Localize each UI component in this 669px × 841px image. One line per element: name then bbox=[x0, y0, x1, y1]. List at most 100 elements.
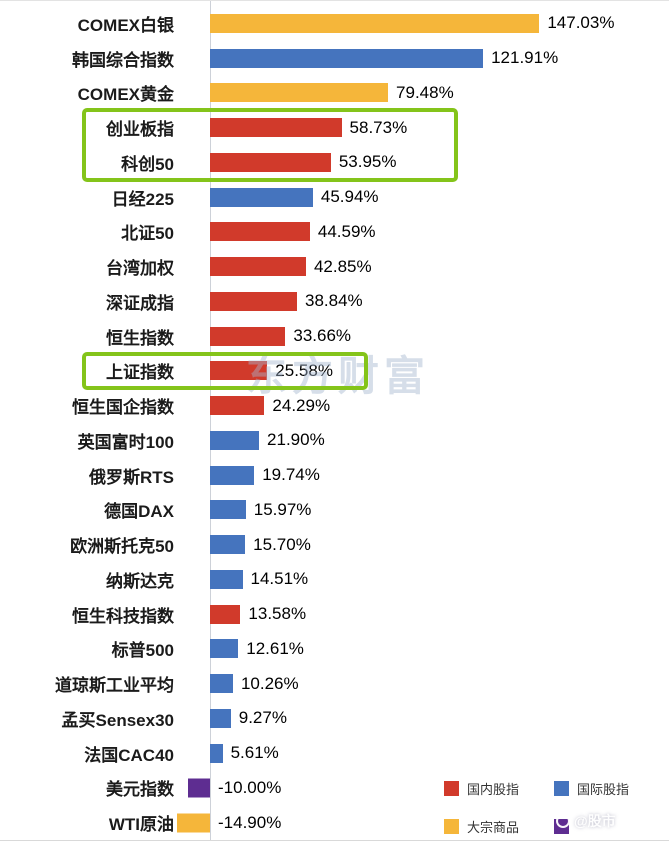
value-bar bbox=[210, 569, 243, 589]
legend-swatch-commodity bbox=[444, 819, 459, 834]
bar-area: 13.58% bbox=[210, 597, 669, 632]
bar-row: 纳斯达克 14.51% bbox=[0, 562, 669, 597]
category-label: 日经225 bbox=[111, 189, 174, 209]
value-bar bbox=[210, 48, 484, 68]
value-label: 14.51% bbox=[250, 569, 309, 589]
value-label: 9.27% bbox=[238, 708, 287, 728]
value-bar bbox=[210, 291, 297, 311]
value-label: 5.61% bbox=[230, 743, 279, 763]
category-label: 德国DAX bbox=[104, 502, 174, 522]
value-bar bbox=[210, 326, 286, 346]
category-label: 标普500 bbox=[111, 641, 174, 661]
bar-row: 深证成指 38.84% bbox=[0, 284, 669, 319]
bar-area: 79.48% bbox=[210, 76, 669, 111]
category-label: 美元指数 bbox=[106, 780, 174, 800]
bar-area: 5.61% bbox=[210, 736, 669, 771]
bar-area: 44.59% bbox=[210, 215, 669, 250]
bar-area: 42.85% bbox=[210, 249, 669, 284]
bar-area: 38.84% bbox=[210, 284, 669, 319]
legend: 国内股指 国际股指 大宗商品 bbox=[444, 779, 629, 836]
bar-area: 19.74% bbox=[210, 458, 669, 493]
bar-row: 北证50 44.59% bbox=[0, 215, 669, 250]
bar-area: 53.95% bbox=[210, 145, 669, 180]
value-label: 33.66% bbox=[293, 326, 352, 346]
bar-row: COMEX黄金 79.48% bbox=[0, 76, 669, 111]
category-label: WTI原油 bbox=[108, 815, 174, 835]
category-label: 法国CAC40 bbox=[84, 745, 174, 765]
bar-row: 日经225 45.94% bbox=[0, 180, 669, 215]
bar-row: 英国富时100 21.90% bbox=[0, 423, 669, 458]
legend-label-international: 国际股指 bbox=[577, 782, 630, 797]
value-label: 38.84% bbox=[305, 291, 363, 311]
bar-row: 创业板指 58.73% bbox=[0, 110, 669, 145]
value-bar bbox=[210, 152, 331, 172]
legend-item-forex bbox=[554, 817, 629, 836]
value-label: 21.90% bbox=[267, 430, 325, 450]
value-bar bbox=[210, 222, 310, 242]
category-label: 英国富时100 bbox=[77, 432, 174, 452]
bar-row: 韩国综合指数 121.91% bbox=[0, 41, 669, 76]
bar-row: 孟买Sensex30 9.27% bbox=[0, 701, 669, 736]
bar-row: 德国DAX 15.97% bbox=[0, 493, 669, 528]
bar-row: 美元指数 -10.00% bbox=[0, 771, 669, 806]
value-bar bbox=[210, 187, 313, 207]
category-label: 恒生科技指数 bbox=[72, 606, 174, 626]
value-bar bbox=[210, 257, 306, 277]
value-label: 19.74% bbox=[262, 465, 320, 485]
bar-area: -10.00% bbox=[187, 771, 669, 806]
bar-row: 台湾加权 42.85% bbox=[0, 249, 669, 284]
value-bar bbox=[210, 430, 260, 450]
bar-row: 恒生指数 33.66% bbox=[0, 319, 669, 354]
legend-item-commodity: 大宗商品 bbox=[444, 817, 554, 836]
bar-area: 45.94% bbox=[210, 180, 669, 215]
bar-area: 33.66% bbox=[210, 319, 669, 354]
value-label: -10.00% bbox=[218, 777, 282, 797]
value-bar bbox=[210, 361, 268, 381]
bar-row: 标普500 12.61% bbox=[0, 632, 669, 667]
bar-area: 58.73% bbox=[210, 110, 669, 145]
bar-area: 15.97% bbox=[210, 493, 669, 528]
value-label: 42.85% bbox=[313, 256, 372, 276]
bar-area: 147.03% bbox=[210, 6, 669, 41]
category-label: 上证指数 bbox=[106, 363, 174, 383]
category-label: 深证成指 bbox=[106, 293, 174, 313]
value-bar bbox=[210, 708, 231, 728]
category-label: 恒生指数 bbox=[106, 328, 174, 348]
value-label: 44.59% bbox=[317, 221, 376, 241]
bar-row: 俄罗斯RTS 19.74% bbox=[0, 458, 669, 493]
value-bar bbox=[210, 535, 246, 555]
legend-label-commodity: 大宗商品 bbox=[467, 820, 520, 835]
category-label: 俄罗斯RTS bbox=[89, 467, 174, 487]
legend-swatch-domestic bbox=[444, 781, 459, 796]
value-label: 121.91% bbox=[491, 48, 559, 68]
category-label: 韩国综合指数 bbox=[72, 50, 174, 70]
value-label: 25.58% bbox=[275, 360, 333, 380]
value-bar bbox=[210, 13, 540, 33]
value-label: 13.58% bbox=[248, 604, 307, 624]
value-label: 53.95% bbox=[338, 152, 397, 172]
value-bar bbox=[210, 743, 223, 763]
category-label: 科创50 bbox=[121, 154, 174, 174]
bar-area: -14.90% bbox=[176, 805, 669, 840]
category-label: 纳斯达克 bbox=[106, 571, 174, 591]
value-label: 45.94% bbox=[320, 187, 379, 207]
category-label: 创业板指 bbox=[106, 120, 174, 140]
value-bar bbox=[210, 83, 389, 103]
value-bar bbox=[210, 396, 265, 416]
bar-area: 121.91% bbox=[210, 41, 669, 76]
category-label: 恒生国企指数 bbox=[72, 398, 174, 418]
value-label: 12.61% bbox=[246, 638, 304, 658]
value-label: 10.26% bbox=[240, 673, 299, 693]
bar-area: 10.26% bbox=[210, 666, 669, 701]
bar-row: 恒生国企指数 24.29% bbox=[0, 388, 669, 423]
value-bar bbox=[210, 674, 233, 694]
value-bar bbox=[187, 778, 210, 798]
bar-row: 法国CAC40 5.61% bbox=[0, 736, 669, 771]
value-label: -14.90% bbox=[218, 812, 282, 832]
legend-item-domestic: 国内股指 bbox=[444, 779, 554, 798]
value-label: 15.70% bbox=[253, 534, 311, 554]
bar-area: 25.58% bbox=[210, 354, 669, 389]
bar-row: 科创50 53.95% bbox=[0, 145, 669, 180]
value-label: 15.97% bbox=[253, 499, 312, 519]
